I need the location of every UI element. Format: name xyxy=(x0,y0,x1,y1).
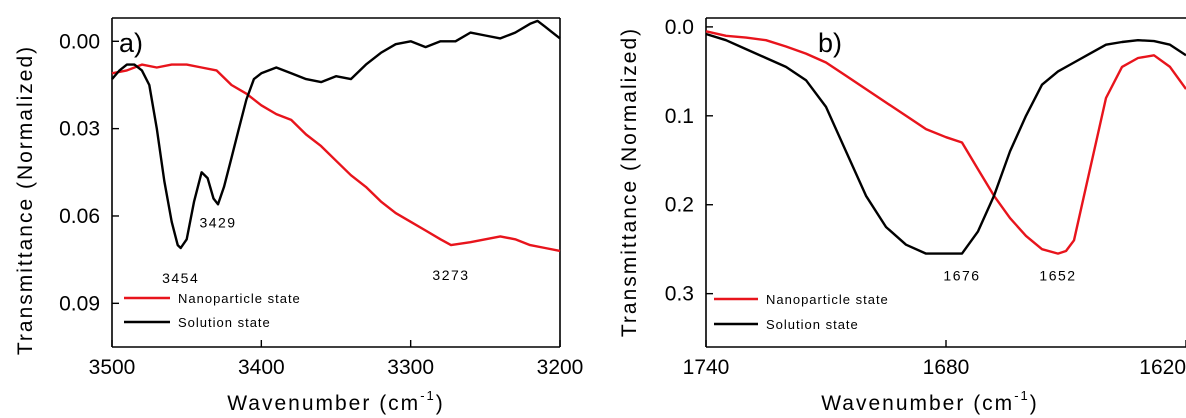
panel-b-series-solution-state xyxy=(705,32,1186,255)
panel-b-legend-nanoparticle-label: Nanoparticle state xyxy=(766,292,889,307)
panel-a-y-tick-label: 0.00 xyxy=(59,30,100,53)
panel-b-y-tick-label: 0.3 xyxy=(665,283,694,306)
panel-b: 1740 1680 1620 0.0 0.1 0.2 0.3 b) 1676 1652 Nan… xyxy=(618,16,1186,415)
panel-a-y-axis-title: Transmittance (Normalized) xyxy=(14,45,37,355)
panel-a-ticks: 3500 3400 3300 3200 0.00 0.03 0.06 0.09 xyxy=(59,30,583,379)
panel-a-x-tick-label: 3300 xyxy=(387,356,434,379)
panel-a-series-solution-state xyxy=(111,19,561,250)
panel-b-x-tick-label: 1740 xyxy=(683,356,730,379)
panel-b-legend: Nanoparticle state Solution state xyxy=(714,292,889,332)
panel-b-y-tick-label: 0.2 xyxy=(665,194,694,217)
panel-b-y-tick-label: 0.1 xyxy=(665,105,694,128)
panel-a-series-nanoparticle-state xyxy=(111,63,561,253)
panel-b-label: b) xyxy=(818,28,842,58)
panel-a-x-tick-label: 3200 xyxy=(537,356,584,379)
panel-a-y-tick-label: 0.03 xyxy=(59,118,100,141)
panel-a: 3500 3400 3300 3200 0.00 0.03 0.06 0.09 a) 3454… xyxy=(14,17,583,415)
panel-a-legend: Nanoparticle state Solution state xyxy=(124,291,301,330)
panel-b-x-tick-label: 1620 xyxy=(1139,356,1186,379)
panel-b-x-axis-title: Wavenumber (cm-1) xyxy=(821,388,1039,415)
panel-b-legend-solution-label: Solution state xyxy=(766,317,859,332)
panel-b-y-tick-label: 0.0 xyxy=(665,16,694,39)
panel-a-peak-annotation: 3429 xyxy=(199,215,236,231)
panel-b-peak-annotation: 1676 xyxy=(943,267,980,283)
panel-a-y-tick-label: 0.06 xyxy=(59,205,100,228)
panel-a-curves xyxy=(111,19,561,253)
panel-a-x-axis-title: Wavenumber (cm-1) xyxy=(227,388,445,415)
panel-a-x-tick-label: 3400 xyxy=(238,356,285,379)
panel-a-annotations: 3454 3429 3273 xyxy=(162,215,469,286)
panel-a-label: a) xyxy=(119,28,143,58)
panel-b-x-tick-label: 1680 xyxy=(923,356,970,379)
panel-b-peak-annotation: 1652 xyxy=(1039,267,1076,283)
panel-b-curves xyxy=(705,30,1186,255)
panel-a-peak-annotation: 3273 xyxy=(432,267,469,283)
panel-b-y-axis-title: Transmittance (Normalized) xyxy=(618,27,641,337)
panel-b-ticks: 1740 1680 1620 0.0 0.1 0.2 0.3 xyxy=(665,16,1186,379)
panel-a-legend-solution-label: Solution state xyxy=(178,315,271,330)
panel-a-x-tick-label: 3500 xyxy=(89,356,136,379)
panel-b-annotations: 1676 1652 xyxy=(943,267,1076,283)
panel-a-peak-annotation: 3454 xyxy=(162,270,199,286)
panel-a-y-tick-label: 0.09 xyxy=(59,292,100,315)
panel-a-legend-nanoparticle-label: Nanoparticle state xyxy=(178,291,301,306)
panel-b-series-nanoparticle-state xyxy=(705,30,1186,255)
